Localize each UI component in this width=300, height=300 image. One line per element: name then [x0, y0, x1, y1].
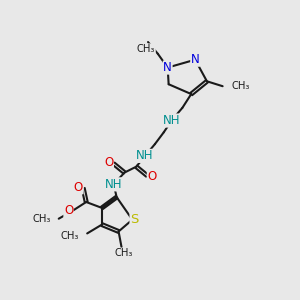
- Text: O: O: [104, 156, 113, 169]
- Text: CH₃: CH₃: [32, 214, 51, 224]
- Text: CH₃: CH₃: [232, 81, 250, 91]
- Text: S: S: [130, 213, 139, 226]
- Text: O: O: [147, 170, 157, 183]
- Text: O: O: [64, 204, 73, 218]
- Text: CH₃: CH₃: [114, 248, 133, 258]
- Text: NH: NH: [105, 178, 122, 191]
- Text: O: O: [74, 181, 83, 194]
- Text: N: N: [163, 61, 172, 74]
- Text: CH₃: CH₃: [137, 44, 155, 54]
- Text: CH₃: CH₃: [61, 231, 79, 242]
- Text: NH: NH: [163, 114, 180, 127]
- Text: NH: NH: [136, 149, 154, 162]
- Text: N: N: [191, 53, 200, 66]
